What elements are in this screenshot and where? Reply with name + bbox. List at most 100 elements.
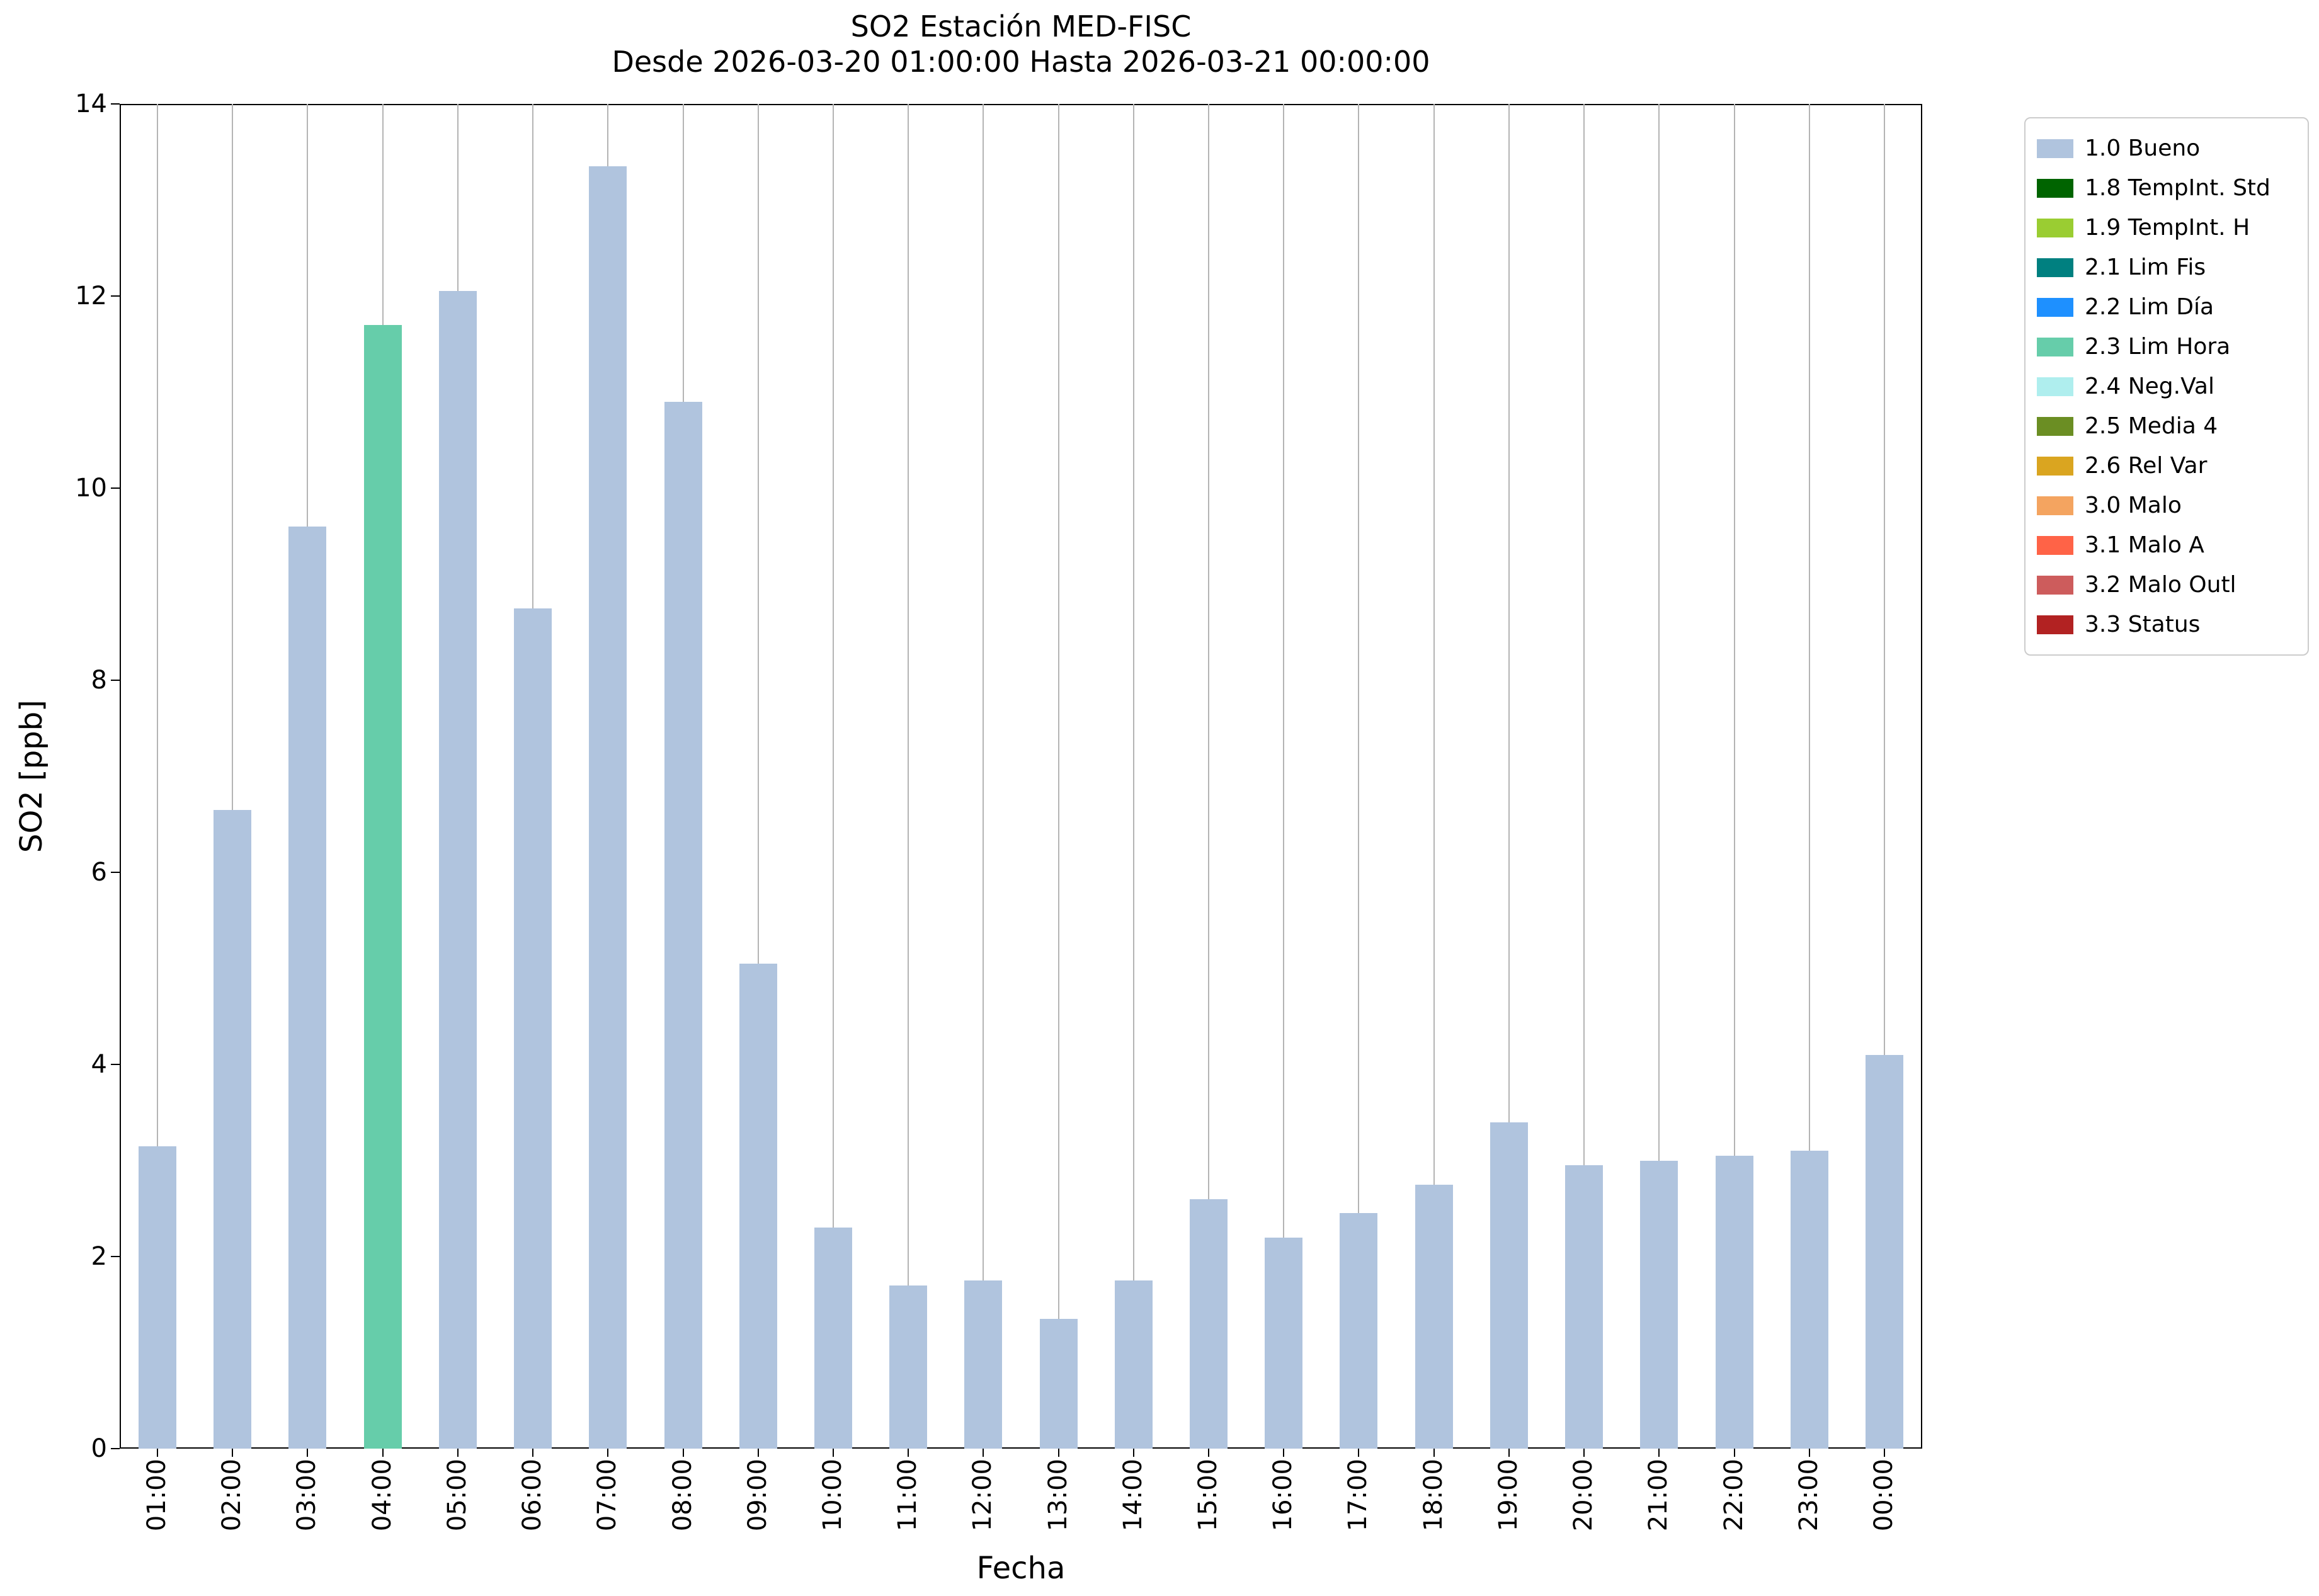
x-tick-mark xyxy=(1433,1449,1435,1457)
legend-item-label: 2.4 Neg.Val xyxy=(2085,373,2214,399)
bar xyxy=(1715,1155,1753,1449)
x-tick-label: 17:00 xyxy=(1343,1459,1373,1532)
x-tick-mark xyxy=(1283,1449,1285,1457)
x-tick-mark xyxy=(983,1449,984,1457)
legend-item: 3.3 Status xyxy=(2037,605,2294,644)
legend-swatch xyxy=(2037,258,2073,277)
gridline xyxy=(232,104,234,1449)
legend-swatch xyxy=(2037,337,2073,356)
x-tick-mark xyxy=(1884,1449,1885,1457)
bar xyxy=(1114,1280,1153,1449)
legend-item-label: 1.9 TempInt. H xyxy=(2085,215,2250,241)
legend-item-label: 2.2 Lim Día xyxy=(2085,294,2214,320)
x-tick-label: 03:00 xyxy=(292,1459,322,1532)
bar xyxy=(1039,1319,1078,1449)
legend-swatch xyxy=(2037,575,2073,595)
gridline xyxy=(1057,104,1059,1449)
gridline xyxy=(1583,104,1585,1449)
legend-item: 1.9 TempInt. H xyxy=(2037,208,2294,248)
gridline xyxy=(1132,104,1134,1449)
legend-item: 2.4 Neg.Val xyxy=(2037,367,2294,406)
y-tick-label: 6 xyxy=(91,858,107,887)
y-tick-label: 8 xyxy=(91,666,107,695)
bar xyxy=(1265,1237,1303,1449)
x-tick-label: 12:00 xyxy=(968,1459,998,1532)
x-tick-label: 13:00 xyxy=(1043,1459,1073,1532)
legend-item-label: 3.3 Status xyxy=(2085,612,2201,637)
legend-item: 2.2 Lim Día xyxy=(2037,287,2294,327)
x-tick-label: 07:00 xyxy=(593,1459,622,1532)
gridline xyxy=(1508,104,1510,1449)
bar xyxy=(664,401,702,1449)
x-tick-mark xyxy=(232,1449,234,1457)
gridline xyxy=(1433,104,1435,1449)
x-tick-mark xyxy=(757,1449,759,1457)
gridline xyxy=(157,104,158,1449)
legend-item-label: 1.8 TempInt. Std xyxy=(2085,175,2271,201)
x-tick-label: 16:00 xyxy=(1268,1459,1298,1532)
gridline xyxy=(1283,104,1285,1449)
bar xyxy=(514,608,552,1449)
legend-item-label: 2.3 Lim Hora xyxy=(2085,334,2231,360)
x-tick-mark xyxy=(908,1449,909,1457)
legend: 1.0 Bueno 1.8 TempInt. Std 1.9 TempInt. H 2… xyxy=(2024,117,2309,656)
bar xyxy=(1640,1160,1678,1449)
legend-item-label: 2.1 Lim Fis xyxy=(2085,254,2206,280)
y-tick-label: 12 xyxy=(75,282,107,311)
y-tick-label: 2 xyxy=(91,1242,107,1271)
x-tick-mark xyxy=(832,1449,834,1457)
bar xyxy=(739,963,777,1449)
legend-item-label: 1.0 Bueno xyxy=(2085,135,2201,161)
bar xyxy=(1790,1151,1828,1449)
chart-title: SO2 Estación MED-FISC xyxy=(850,9,1192,43)
gridline xyxy=(908,104,909,1449)
gridline xyxy=(1208,104,1210,1449)
x-tick-mark xyxy=(307,1449,309,1457)
legend-swatch xyxy=(2037,218,2073,237)
x-tick-label: 00:00 xyxy=(1869,1459,1898,1532)
bar xyxy=(1340,1213,1378,1449)
gridline xyxy=(757,104,759,1449)
x-tick-mark xyxy=(1132,1449,1134,1457)
legend-swatch xyxy=(2037,178,2073,198)
legend-swatch xyxy=(2037,416,2073,436)
bar xyxy=(589,166,627,1449)
x-tick-mark xyxy=(1208,1449,1210,1457)
y-tick-mark xyxy=(111,1256,120,1257)
x-tick-label: 10:00 xyxy=(818,1459,847,1532)
bar xyxy=(1490,1122,1528,1449)
legend-swatch xyxy=(2037,377,2073,396)
legend-swatch xyxy=(2037,615,2073,634)
gridline xyxy=(832,104,834,1449)
bar xyxy=(889,1285,928,1449)
bar xyxy=(1565,1165,1604,1449)
legend-swatch xyxy=(2037,297,2073,317)
x-tick-label: 06:00 xyxy=(518,1459,547,1532)
legend-item: 2.3 Lim Hora xyxy=(2037,327,2294,367)
bar xyxy=(288,527,327,1449)
x-tick-label: 18:00 xyxy=(1418,1459,1448,1532)
x-tick-mark xyxy=(682,1449,684,1457)
x-tick-label: 21:00 xyxy=(1644,1459,1673,1532)
chart-subtitle: Desde 2026-03-20 01:00:00 Hasta 2026-03-… xyxy=(612,45,1430,79)
x-tick-label: 15:00 xyxy=(1194,1459,1223,1532)
bar xyxy=(964,1280,1003,1449)
legend-swatch xyxy=(2037,139,2073,158)
bar xyxy=(1866,1054,1903,1449)
x-tick-label: 19:00 xyxy=(1493,1459,1523,1532)
legend-item: 3.0 Malo xyxy=(2037,486,2294,525)
x-tick-mark xyxy=(1658,1449,1660,1457)
x-tick-label: 01:00 xyxy=(142,1459,171,1532)
y-tick-label: 14 xyxy=(75,89,107,118)
x-tick-mark xyxy=(1057,1449,1059,1457)
gridline xyxy=(1358,104,1360,1449)
legend-item: 3.2 Malo Outl xyxy=(2037,565,2294,605)
y-tick-mark xyxy=(111,1448,120,1449)
x-tick-label: 02:00 xyxy=(217,1459,247,1532)
x-tick-mark xyxy=(457,1449,459,1457)
x-tick-label: 23:00 xyxy=(1794,1459,1823,1532)
legend-item: 2.5 Media 4 xyxy=(2037,406,2294,446)
x-tick-mark xyxy=(1358,1449,1360,1457)
plot-area xyxy=(120,104,1922,1449)
legend-item: 2.1 Lim Fis xyxy=(2037,248,2294,287)
